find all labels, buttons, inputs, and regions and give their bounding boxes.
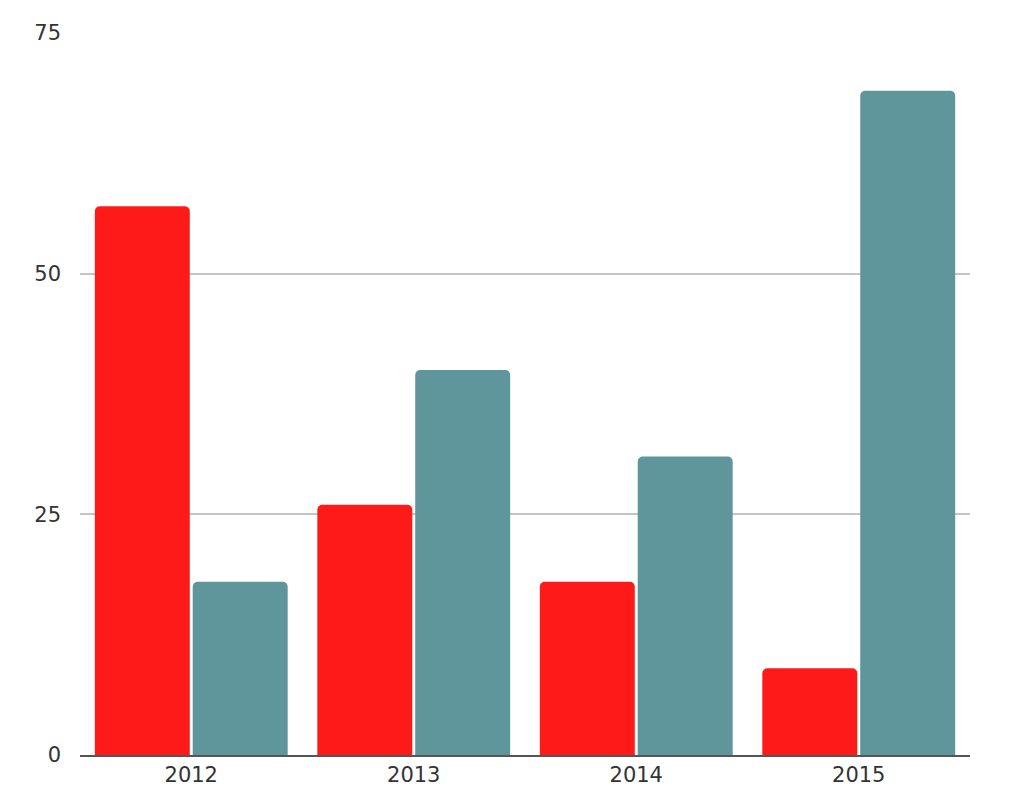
svg-text:2012: 2012 bbox=[165, 763, 218, 787]
svg-text:0: 0 bbox=[48, 743, 61, 767]
svg-text:2015: 2015 bbox=[832, 763, 885, 787]
svg-text:2013: 2013 bbox=[387, 763, 440, 787]
svg-text:75: 75 bbox=[34, 21, 61, 45]
svg-text:50: 50 bbox=[34, 262, 61, 286]
svg-text:25: 25 bbox=[34, 503, 61, 527]
svg-text:2014: 2014 bbox=[610, 763, 663, 787]
